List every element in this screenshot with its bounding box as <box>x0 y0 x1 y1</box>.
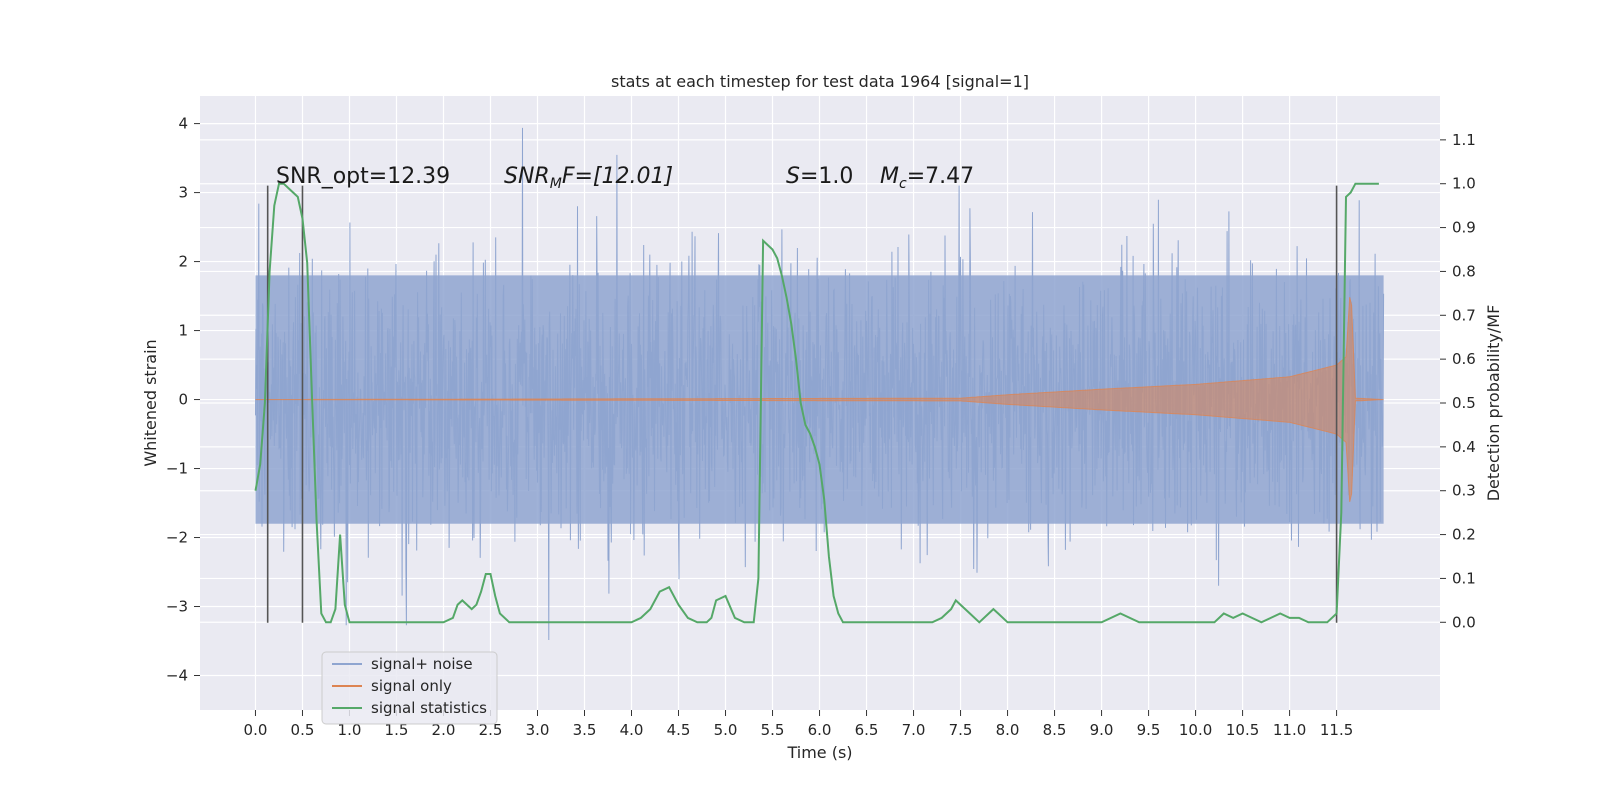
y-left-tick-label: 3 <box>178 184 188 202</box>
annotation-snr-opt: SNR_opt=12.39 <box>276 164 450 189</box>
series-signal-statistics <box>254 182 1379 624</box>
annotation-snr-mf: SNRMF=[12.01] <box>504 164 673 192</box>
chart-title: stats at each timestep for test data 196… <box>611 72 1029 91</box>
y-left-tick-label: −1 <box>166 460 188 478</box>
legend-label-signal-noise: signal+ noise <box>371 655 473 673</box>
x-tick-label: 11.5 <box>1320 721 1353 739</box>
x-tick-label: 7.5 <box>949 721 973 739</box>
x-tick-label: 6.5 <box>855 721 879 739</box>
plot-series <box>254 127 1385 641</box>
y-right-tick-label: 0.8 <box>1452 262 1476 280</box>
x-tick-label: 2.5 <box>479 721 503 739</box>
x-tick-label: 1.5 <box>385 721 409 739</box>
y-right-tick-label: 0.5 <box>1452 394 1476 412</box>
annotation-s: S=1.0 <box>786 164 853 189</box>
statistics-line <box>254 182 1379 624</box>
annotations: SNR_opt=12.39 SNRMF=[12.01] S=1.0 Mc=7.4… <box>276 164 974 192</box>
y-left-tick-label: 0 <box>178 391 188 409</box>
y-right-tick-label: 0.6 <box>1452 350 1476 368</box>
y-right-tick-label: 1.0 <box>1452 175 1476 193</box>
annotation-s-symbol: S <box>786 164 800 189</box>
annotation-mc-subscript: c <box>899 176 907 192</box>
x-tick-label: 0.5 <box>291 721 315 739</box>
legend-box <box>321 651 498 725</box>
x-tick-label: 9.5 <box>1137 721 1161 739</box>
x-tick-label: 2.0 <box>432 721 456 739</box>
y-left-tick-label: 1 <box>178 322 188 340</box>
x-tick-label: 5.0 <box>714 721 738 739</box>
x-tick-label: 11.0 <box>1273 721 1306 739</box>
x-tick-label: 10.5 <box>1226 721 1259 739</box>
annotation-snr-mf-subscript: M <box>550 176 562 192</box>
annotation-mc: Mc=7.47 <box>880 164 974 192</box>
legend: signal+ noise signal only signal statist… <box>321 651 498 725</box>
x-tick-label: 5.5 <box>761 721 785 739</box>
y-axis-left-label: Whitened strain <box>141 339 160 466</box>
y-axis-left-ticks: 4 3 2 1 0 −1 −2 −3 −4 <box>166 115 200 685</box>
x-tick-label: 3.0 <box>526 721 550 739</box>
y-left-tick-label: 2 <box>178 253 188 271</box>
series-signal-only <box>255 297 1384 503</box>
y-right-tick-label: 0.0 <box>1452 613 1476 631</box>
x-tick-label: 6.0 <box>808 721 832 739</box>
x-tick-label: 4.0 <box>620 721 644 739</box>
legend-label-signal-only: signal only <box>371 677 452 695</box>
x-tick-label: 4.5 <box>667 721 691 739</box>
y-left-tick-label: −2 <box>166 529 188 547</box>
y-right-tick-label: 0.3 <box>1452 482 1476 500</box>
x-tick-label: 8.0 <box>996 721 1020 739</box>
y-right-tick-label: 0.7 <box>1452 306 1476 324</box>
x-axis-label: Time (s) <box>786 743 852 762</box>
noise-trace <box>255 127 1385 641</box>
x-axis-ticks: 0.0 0.5 1.0 1.5 2.0 2.5 3.0 3.5 4.0 4.5 5.0 5.5 6.0 6… <box>244 710 1353 739</box>
y-right-tick-label: 0.1 <box>1452 569 1476 587</box>
y-right-tick-label: 0.2 <box>1452 526 1476 544</box>
x-tick-label: 9.0 <box>1090 721 1114 739</box>
annotation-s-value: =1.0 <box>800 164 853 189</box>
x-tick-label: 7.0 <box>902 721 926 739</box>
x-tick-label: 3.5 <box>573 721 597 739</box>
y-right-tick-label: 1.1 <box>1452 131 1476 149</box>
y-left-tick-label: −3 <box>166 598 188 616</box>
y-left-tick-label: −4 <box>166 667 188 685</box>
legend-label-signal-statistics: signal statistics <box>371 699 487 717</box>
y-left-tick-label: 4 <box>178 115 188 133</box>
y-right-tick-label: 0.4 <box>1452 438 1476 456</box>
annotation-snr-mf-value: F=[12.01] <box>562 164 673 189</box>
annotation-mc-symbol: M <box>880 164 899 189</box>
vertical-markers <box>266 185 1338 623</box>
annotation-snr-mf-symbol: SNR <box>504 164 550 189</box>
signal-band <box>255 297 1384 503</box>
y-right-tick-label: 0.9 <box>1452 219 1476 237</box>
y-axis-right-label: Detection probability/MF <box>1484 305 1503 502</box>
annotation-mc-value: =7.47 <box>907 164 974 189</box>
x-tick-label: 1.0 <box>338 721 362 739</box>
x-tick-label: 8.5 <box>1043 721 1067 739</box>
x-tick-label: 10.0 <box>1179 721 1212 739</box>
y-axis-right-ticks: 1.1 1.0 0.9 0.8 0.7 0.6 0.5 0.4 0.3 0.2 0.1 0.0 <box>1440 131 1476 631</box>
x-tick-label: 0.0 <box>244 721 268 739</box>
